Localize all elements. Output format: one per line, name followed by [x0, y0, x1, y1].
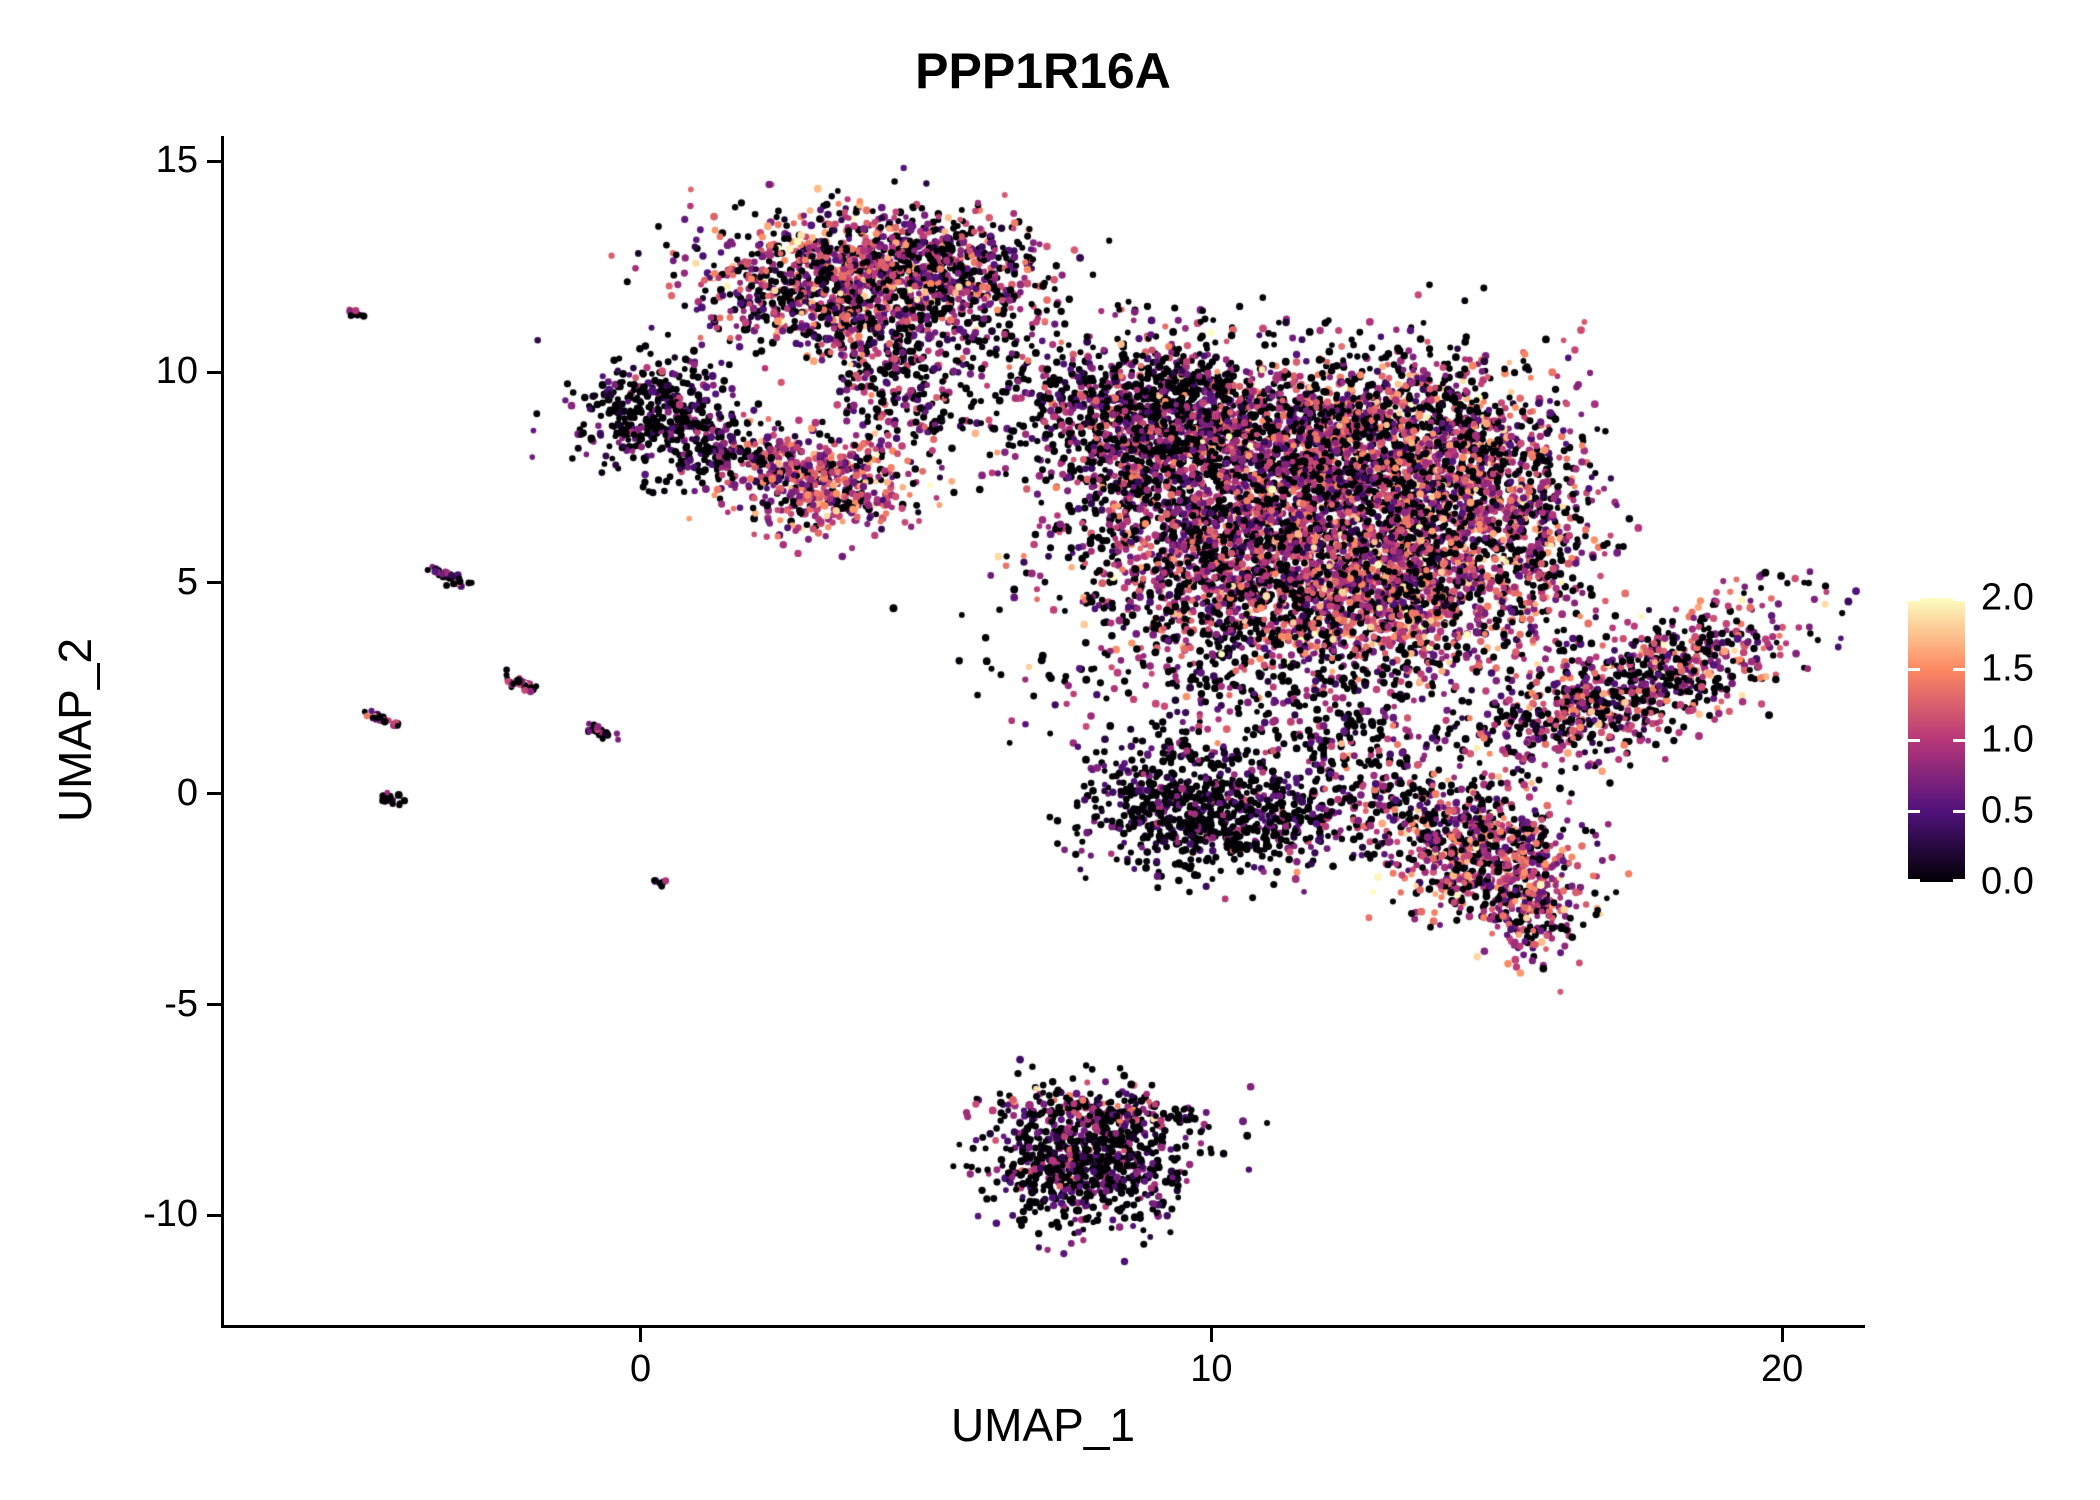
colorbar-tickmark: [1908, 738, 1920, 742]
colorbar-tickmark: [1953, 879, 1965, 882]
x-axis-label: UMAP_1: [950, 1399, 1136, 1451]
x-axis-tickmark: [639, 1328, 643, 1342]
colorbar-tickmark: [1953, 667, 1965, 671]
x-axis-tick-label: 10: [1190, 1348, 1233, 1390]
y-axis-tick-label: 5: [176, 560, 198, 603]
y-axis-line: [221, 136, 224, 1328]
y-axis-tickmark: [207, 581, 221, 585]
y-axis-tick-label: 10: [155, 350, 198, 393]
y-axis-tickmark: [207, 1213, 221, 1217]
x-axis-line: [221, 1325, 1865, 1328]
x-axis-tick-label: 0: [630, 1348, 652, 1390]
colorbar-tickmark: [1953, 738, 1965, 742]
x-axis-tick-label: 20: [1760, 1348, 1804, 1390]
y-axis-tickmark: [207, 159, 221, 163]
colorbar-tick-label: 2.0: [1981, 576, 2034, 619]
colorbar-tick-label: 0.0: [1981, 860, 2034, 903]
y-axis-tickmark: [207, 1003, 221, 1007]
colorbar-tickmark: [1953, 598, 1965, 601]
y-axis-tick-label: -5: [164, 982, 198, 1025]
x-axis-tickmark: [1209, 1328, 1213, 1342]
y-axis-tickmark: [207, 370, 221, 374]
colorbar-tickmark: [1908, 598, 1920, 601]
expression-colorbar: 2.0 1.5 1.0 0.5 0.0: [1908, 577, 2034, 903]
y-axis-tick-label: 15: [155, 139, 198, 182]
y-axis-tick-label: -10: [143, 1193, 198, 1236]
y-axis-tick-label: 0: [176, 771, 198, 814]
chart-title: PPP1R16A: [915, 43, 1171, 99]
colorbar-tickmark: [1908, 879, 1920, 882]
y-axis-tickmark: [207, 792, 221, 796]
y-axis-label: UMAP_2: [49, 637, 101, 823]
colorbar-tickmark: [1908, 809, 1920, 813]
colorbar-tick-label: 1.5: [1981, 647, 2034, 690]
colorbar-tickmark: [1908, 667, 1920, 671]
colorbar-tick-label: 1.0: [1981, 718, 2034, 761]
x-axis-tickmark: [1780, 1328, 1784, 1342]
colorbar-tick-label: 0.5: [1981, 789, 2034, 832]
colorbar-tickmark: [1953, 809, 1965, 813]
